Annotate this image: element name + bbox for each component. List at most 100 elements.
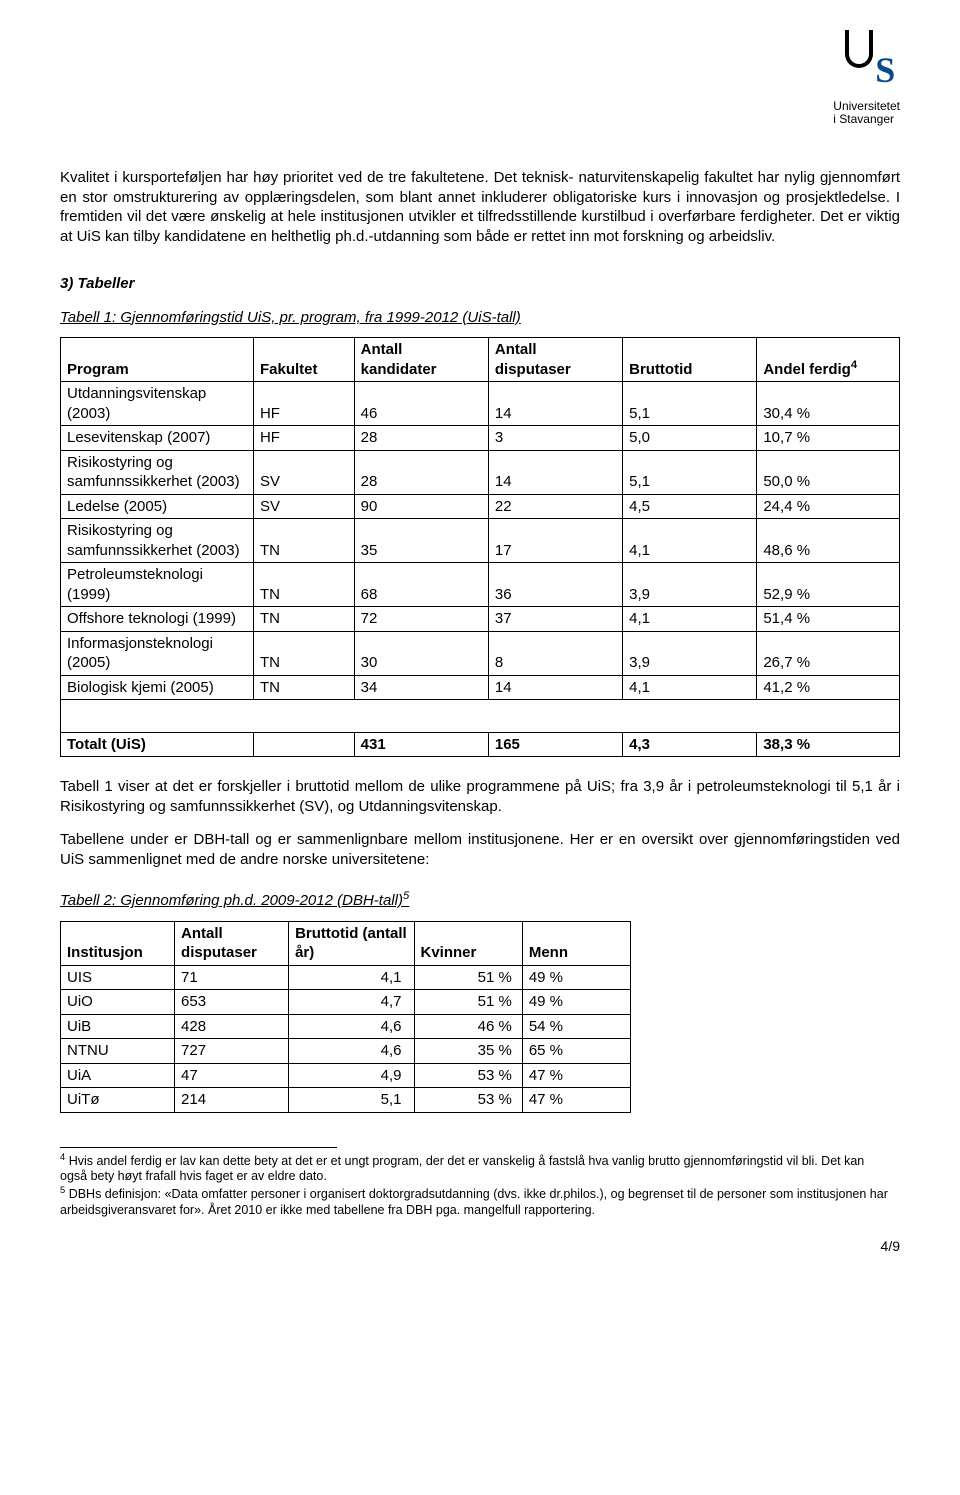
table-cell: 727 (175, 1039, 289, 1064)
table-cell: Informasjonsteknologi (2005) (61, 631, 254, 675)
t2-h-inst: Institusjon (61, 921, 175, 965)
logo-region: S Universitetet i Stavanger (60, 30, 900, 128)
table-cell: Risikostyring og samfunnssikkerhet (2003… (61, 519, 254, 563)
table-cell: 54 % (522, 1014, 630, 1039)
table-row: Risikostyring og samfunnssikkerhet (2003… (61, 519, 900, 563)
table-cell: Totalt (UiS) (61, 732, 254, 757)
table-cell: 4,1 (623, 519, 757, 563)
t2-h-kvinner: Kvinner (414, 921, 522, 965)
table-cell: 34 (354, 675, 488, 700)
table-cell: UiB (61, 1014, 175, 1039)
page-number: 4/9 (60, 1237, 900, 1255)
table-cell: 14 (488, 382, 622, 426)
table-cell: 47 % (522, 1063, 630, 1088)
table-cell: 49 % (522, 965, 630, 990)
table-cell: TN (253, 631, 354, 675)
t2-h-brutto: Bruttotid (antall år) (289, 921, 414, 965)
footnotes: 4 Hvis andel ferdig er lav kan dette bet… (60, 1148, 892, 1219)
table-cell: 4,5 (623, 494, 757, 519)
footnotes-rule: 4 Hvis andel ferdig er lav kan dette bet… (60, 1147, 337, 1219)
table-cell: UiO (61, 990, 175, 1015)
table-cell: 37 (488, 607, 622, 632)
t2-h-menn: Menn (522, 921, 630, 965)
table-row: UIS714,151 %49 % (61, 965, 631, 990)
t1-h-program: Program (61, 338, 254, 382)
table-cell: Offshore teknologi (1999) (61, 607, 254, 632)
section-3-heading: 3) Tabeller (60, 274, 900, 294)
table-cell: 48,6 % (757, 519, 900, 563)
logo-text: Universitetet i Stavanger (833, 100, 900, 126)
t1-h-disputaser: Antall disputaser (488, 338, 622, 382)
table-cell: 36 (488, 563, 622, 607)
table-row: Lesevitenskap (2007)HF2835,010,7 % (61, 426, 900, 451)
logo-glyph-icon: S (841, 30, 891, 90)
table-cell: 30,4 % (757, 382, 900, 426)
table-cell: 46 (354, 382, 488, 426)
table-cell: 30 (354, 631, 488, 675)
mid-paragraph-1: Tabell 1 viser at det er forskjeller i b… (60, 777, 900, 816)
table-cell: 4,6 (289, 1039, 414, 1064)
table-row: Ledelse (2005)SV90224,524,4 % (61, 494, 900, 519)
intro-paragraph: Kvalitet i kursporteføljen har høy prior… (60, 168, 900, 246)
table-cell: 28 (354, 426, 488, 451)
table-cell: 47 % (522, 1088, 630, 1113)
table-cell: 17 (488, 519, 622, 563)
table-cell: 53 % (414, 1063, 522, 1088)
table1-body: Utdanningsvitenskap (2003)HF46145,130,4 … (61, 382, 900, 757)
table-cell: 4,1 (623, 607, 757, 632)
t1-h-kandidater: Antall kandidater (354, 338, 488, 382)
table-cell: Petroleumsteknologi (1999) (61, 563, 254, 607)
t1-h-bruttotid: Bruttotid (623, 338, 757, 382)
table-cell: 28 (354, 450, 488, 494)
table-cell: UIS (61, 965, 175, 990)
table-cell: 22 (488, 494, 622, 519)
table-cell: 653 (175, 990, 289, 1015)
logo: S Universitetet i Stavanger (833, 30, 900, 126)
table-cell: TN (253, 675, 354, 700)
table-cell: TN (253, 519, 354, 563)
table-1: Program Fakultet Antall kandidater Antal… (60, 337, 900, 757)
table-cell: 3,9 (623, 563, 757, 607)
table-cell: 10,7 % (757, 426, 900, 451)
table-cell: SV (253, 450, 354, 494)
logo-text-line1: Universitetet (833, 99, 900, 113)
table-row: Biologisk kjemi (2005)TN34144,141,2 % (61, 675, 900, 700)
table-cell: 71 (175, 965, 289, 990)
t2-h-disp: Antall disputaser (175, 921, 289, 965)
table-cell: 4,1 (289, 965, 414, 990)
table-cell: 3 (488, 426, 622, 451)
table-cell: 26,7 % (757, 631, 900, 675)
table-cell: 41,2 % (757, 675, 900, 700)
table-cell: 5,0 (623, 426, 757, 451)
table-cell (253, 732, 354, 757)
table-cell: 165 (488, 732, 622, 757)
table-cell: 51,4 % (757, 607, 900, 632)
table-cell: TN (253, 607, 354, 632)
table-cell: 50,0 % (757, 450, 900, 494)
table-cell: 47 (175, 1063, 289, 1088)
t1-h-fakultet: Fakultet (253, 338, 354, 382)
table-cell: Biologisk kjemi (2005) (61, 675, 254, 700)
table-row: UiO6534,751 %49 % (61, 990, 631, 1015)
table-row: Utdanningsvitenskap (2003)HF46145,130,4 … (61, 382, 900, 426)
table-cell: 51 % (414, 965, 522, 990)
table-2: Institusjon Antall disputaser Bruttotid … (60, 921, 631, 1113)
table1-spacer-row (61, 700, 900, 733)
table-cell: 4,3 (623, 732, 757, 757)
table2-body: UIS714,151 %49 %UiO6534,751 %49 %UiB4284… (61, 965, 631, 1112)
table-row: Petroleumsteknologi (1999)TN68363,952,9 … (61, 563, 900, 607)
table-cell: 4,9 (289, 1063, 414, 1088)
table-cell: 52,9 % (757, 563, 900, 607)
table-cell: 4,7 (289, 990, 414, 1015)
table-cell: 68 (354, 563, 488, 607)
table-cell: TN (253, 563, 354, 607)
table-cell: Utdanningsvitenskap (2003) (61, 382, 254, 426)
table-cell: SV (253, 494, 354, 519)
table-cell: 49 % (522, 990, 630, 1015)
table-cell: 38,3 % (757, 732, 900, 757)
table-cell: 24,4 % (757, 494, 900, 519)
table-row: Risikostyring og samfunnssikkerhet (2003… (61, 450, 900, 494)
table-cell: 35 (354, 519, 488, 563)
table-cell: 4,1 (623, 675, 757, 700)
footnote-4: 4 Hvis andel ferdig er lav kan dette bet… (60, 1152, 892, 1185)
